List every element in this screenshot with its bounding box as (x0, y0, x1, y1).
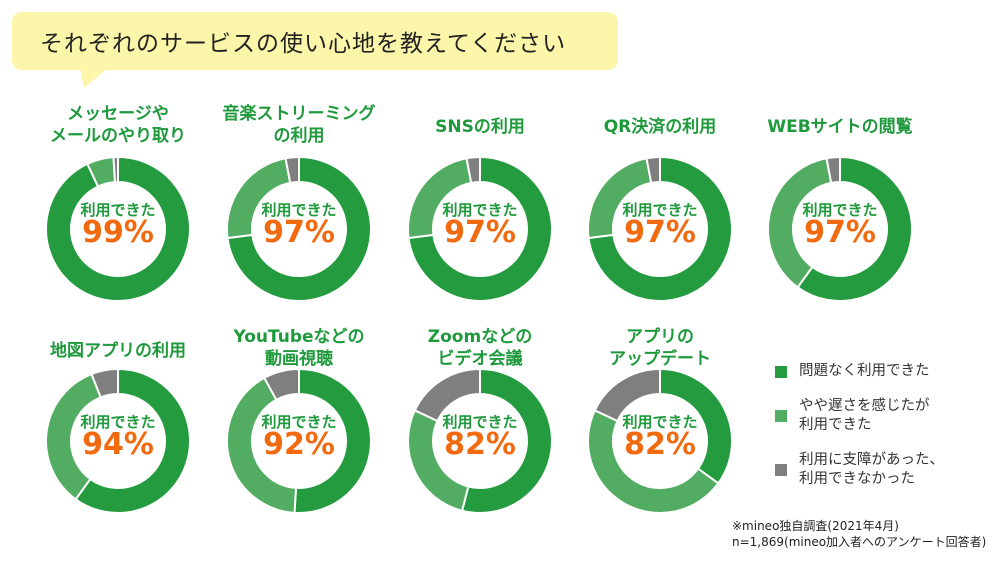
survey-note: ※mineo独自調査(2021年4月) n=1,869(mineo加入者へのアン… (732, 519, 987, 549)
percent-label: 97% (444, 215, 516, 250)
center-label: 利用できた (622, 413, 698, 431)
percent-label: 82% (624, 427, 696, 462)
chart-title: メッセージや メールのやり取り (50, 104, 186, 146)
percent-label: 94% (82, 427, 154, 462)
center-label: 利用できた (261, 413, 337, 431)
chart-title: WEBサイトの閲覧 (767, 117, 913, 137)
donut-segment-problem (413, 367, 481, 423)
legend-swatch (775, 410, 787, 422)
donut-segment-no-problem (407, 155, 553, 302)
donut-segment-problem (593, 367, 661, 423)
donut-segment-no-problem (796, 155, 913, 302)
donut-segment-problem (112, 155, 119, 184)
question-text: それぞれのサービスの使い心地を教えてください (40, 31, 567, 57)
chart-title: 音楽ストリーミング の利用 (222, 104, 376, 146)
chart-title: YouTubeなどの 動画視聴 (233, 327, 365, 369)
donut-segment-no-problem (74, 367, 191, 514)
percent-label: 97% (263, 215, 335, 250)
legend-label: 利用に支障があった、 利用できなかった (799, 452, 944, 487)
chart-title: QR決済の利用 (603, 117, 717, 137)
percent-label: 97% (624, 215, 696, 250)
legend-label: やや遅さを感じたが 利用できた (799, 398, 930, 433)
legend-swatch (775, 366, 787, 378)
center-label: 利用できた (802, 201, 878, 219)
legend-swatch (775, 464, 787, 476)
donut-segment-no-problem (460, 367, 553, 514)
center-label: 利用できた (442, 413, 518, 431)
donut-segment-no-problem (587, 155, 733, 302)
center-label: 利用できた (80, 201, 156, 219)
donut-segment-no-problem (293, 367, 372, 514)
chart-title: 地図アプリの利用 (50, 341, 186, 361)
percent-label: 82% (444, 427, 516, 462)
donut-segment-problem (465, 155, 481, 185)
donut-segment-problem (284, 155, 300, 185)
bubble-tail (80, 68, 108, 88)
center-label: 利用できた (622, 201, 698, 219)
chart-title: Zoomなどの ビデオ会議 (427, 327, 533, 369)
percent-label: 99% (82, 215, 154, 250)
chart-title: SNSの利用 (435, 117, 525, 137)
donut-segment-problem (90, 367, 119, 399)
donut-segment-no-problem (45, 155, 191, 302)
center-label: 利用できた (80, 413, 156, 431)
donut-segment-problem (262, 367, 300, 402)
center-label: 利用できた (261, 201, 337, 219)
center-label: 利用できた (442, 201, 518, 219)
question-bubble (12, 12, 618, 70)
donut-segment-problem (825, 155, 841, 185)
donut-segment-slightly-slow (226, 376, 298, 514)
legend-label: 問題なく利用できた (799, 363, 930, 379)
donut-segment-problem (645, 155, 661, 185)
donut-segment-slightly-slow (587, 409, 720, 514)
chart-title: アプリの アップデート (609, 327, 711, 369)
donut-segment-no-problem (226, 155, 372, 302)
percent-label: 92% (263, 427, 335, 462)
percent-label: 97% (804, 215, 876, 250)
